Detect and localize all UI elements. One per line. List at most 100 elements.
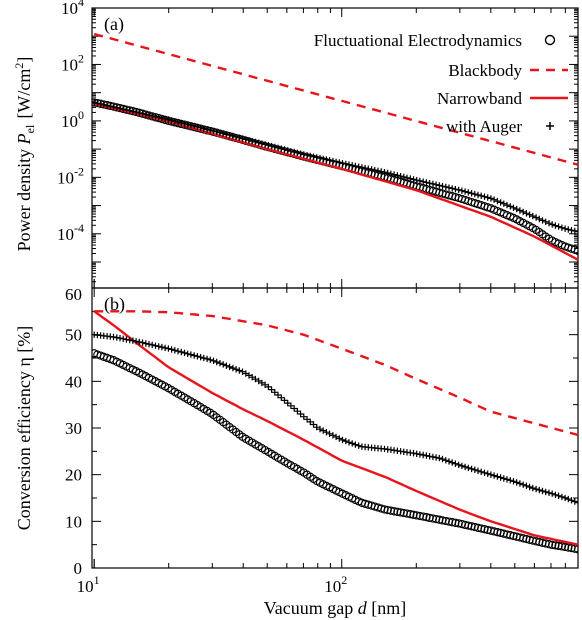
data-point-plus — [110, 103, 117, 111]
data-point-plus — [513, 479, 520, 486]
data-point-plus — [374, 167, 382, 174]
y-axis-label: Power density Pel[W/cm2] — [12, 57, 37, 252]
data-point-plus — [468, 465, 475, 473]
data-point-plus — [565, 495, 572, 503]
data-point-plus — [403, 174, 411, 181]
data-point-plus — [236, 367, 243, 374]
data-point-plus — [507, 477, 514, 484]
data-point-plus — [245, 137, 253, 144]
data-point-circle — [560, 542, 570, 552]
data-point-plus — [232, 366, 240, 373]
data-point-plus — [523, 210, 530, 217]
data-point-plus — [232, 133, 240, 141]
data-point-plus — [92, 99, 98, 106]
data-point-plus — [342, 160, 349, 168]
data-point-plus — [129, 108, 137, 115]
data-point-plus — [126, 107, 133, 114]
data-point-plus — [355, 163, 362, 170]
data-point-plus — [161, 115, 169, 123]
data-point-plus — [565, 226, 572, 233]
data-point-plus — [184, 121, 191, 128]
data-point-plus — [174, 118, 182, 126]
data-point-plus — [349, 440, 356, 447]
data-point-plus — [268, 142, 275, 150]
data-point-plus — [184, 350, 191, 357]
data-point-plus — [571, 227, 578, 235]
data-point-circle — [431, 514, 441, 524]
data-point-plus — [252, 375, 259, 383]
data-point-plus — [436, 182, 443, 189]
data-point-plus — [142, 340, 149, 347]
data-point-plus — [265, 142, 272, 149]
legend-label: Fluctuational Electrodynamics — [314, 31, 522, 50]
y-tick-label: 20 — [65, 466, 82, 485]
data-point-circle — [419, 512, 428, 521]
data-point-circle — [415, 511, 425, 521]
data-point-plus — [345, 439, 353, 446]
data-point-plus — [220, 130, 227, 137]
data-point-plus — [574, 499, 578, 506]
data-point-plus — [210, 357, 217, 364]
data-point-circle — [557, 542, 567, 551]
series-line-blackbody — [94, 310, 578, 437]
data-point-plus — [568, 227, 575, 234]
data-point-plus — [216, 360, 224, 367]
data-point-plus — [213, 128, 220, 135]
data-point-plus — [481, 469, 488, 476]
data-point-plus — [474, 467, 482, 474]
data-point-plus — [152, 342, 159, 349]
data-point-plus — [478, 468, 485, 475]
data-point-plus — [368, 166, 375, 173]
data-point-plus — [329, 157, 337, 165]
data-point-plus — [352, 441, 359, 448]
data-point-plus — [229, 132, 237, 140]
data-point-plus — [145, 111, 153, 119]
panel-label: (b) — [104, 294, 125, 315]
data-point-plus — [223, 131, 230, 138]
data-point-plus — [316, 425, 324, 433]
data-point-plus — [407, 175, 414, 182]
data-point-circle — [389, 507, 399, 516]
data-point-circle — [554, 541, 563, 551]
data-point-circle — [406, 510, 415, 519]
data-point-plus — [310, 153, 317, 160]
data-point-circle — [441, 516, 450, 526]
data-point-plus — [487, 471, 495, 478]
data-point-plus — [458, 462, 466, 470]
data-point-plus — [555, 223, 562, 230]
data-point-plus — [539, 487, 546, 495]
data-point-plus — [178, 348, 185, 356]
data-point-plus — [281, 146, 288, 153]
data-point-plus — [336, 435, 343, 442]
data-point-plus — [116, 105, 124, 112]
y-tick-label: 104 — [61, 0, 84, 18]
data-point-plus — [378, 168, 385, 175]
legend: Fluctuational Electrodynamics Blackbody Na… — [314, 31, 568, 136]
data-point-plus — [181, 349, 188, 357]
data-point-plus — [484, 470, 491, 477]
data-point-plus — [113, 334, 120, 341]
data-point-plus — [261, 141, 269, 148]
data-point-plus — [300, 151, 307, 158]
data-point-plus — [549, 490, 556, 497]
data-point-plus — [442, 183, 449, 191]
data-point-plus — [249, 137, 256, 145]
data-point-plus — [568, 497, 575, 504]
data-point-plus — [168, 346, 175, 353]
data-point-circle — [399, 508, 408, 518]
data-point-circle — [409, 510, 418, 519]
data-point-plus — [226, 132, 233, 139]
data-point-plus — [326, 157, 333, 164]
data-point-plus — [187, 351, 195, 358]
data-point-plus — [181, 120, 188, 127]
data-point-plus — [291, 148, 298, 156]
data-point-circle — [444, 517, 454, 526]
data-point-plus — [468, 190, 475, 197]
y-tick-label: 10-4 — [57, 221, 84, 244]
data-point-plus — [471, 190, 478, 198]
data-point-plus — [461, 463, 469, 471]
data-point-plus — [387, 170, 395, 177]
data-point-plus — [316, 154, 324, 162]
data-point-plus — [191, 122, 198, 130]
data-point-plus — [236, 134, 243, 141]
